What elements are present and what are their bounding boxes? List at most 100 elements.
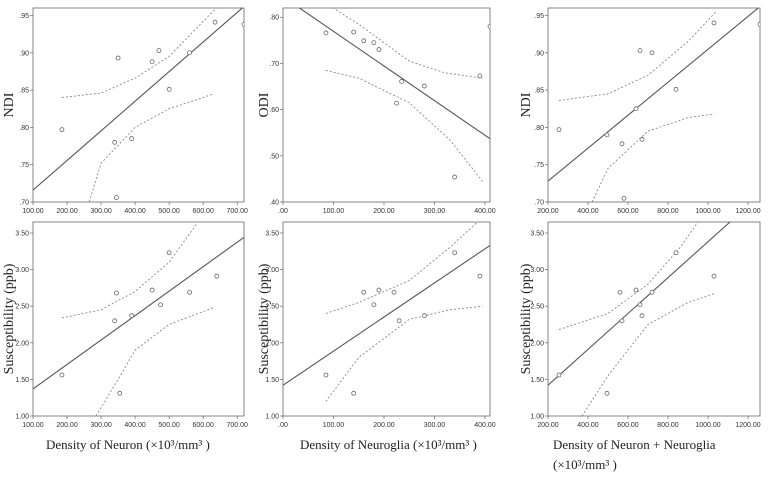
plot-frame	[282, 221, 491, 417]
data-point	[113, 195, 119, 200]
chart-panel-1: .70 .75 .80 .85 .90 .95 100.00 200.00 300.00 400.…	[2, 7, 248, 215]
y-tick-label: .60	[269, 107, 279, 114]
data-point	[158, 302, 164, 308]
data-point	[452, 174, 458, 180]
data-point	[59, 127, 65, 133]
y-tick-label: 2.00	[530, 340, 544, 347]
plot-area	[548, 8, 760, 202]
data-point	[633, 106, 639, 112]
y-tick-label: .85	[19, 88, 29, 95]
y-axis-label: ODI	[257, 92, 272, 117]
x-tick-label: 300.00	[90, 208, 112, 215]
x-tick-label: 300.00	[424, 208, 446, 215]
x-tick-label: 500.00	[158, 422, 180, 429]
ci-lower-curve	[581, 293, 715, 416]
x-tick-label: 200.00	[537, 422, 559, 429]
y-axis-label: NDI	[2, 92, 17, 117]
x-tick-label: 500.00	[158, 208, 180, 215]
x-tick-label: 200.00	[537, 208, 559, 215]
x-tick-label: 700.00	[226, 208, 248, 215]
x-tick-label: 1000.00	[695, 208, 720, 215]
plot-area	[298, 8, 490, 182]
chart-panel-5: 1.00 1.50 2.00 2.50 3.00 3.50 .00 100.00 200.00 3…	[257, 221, 496, 429]
data-point	[477, 273, 483, 279]
data-point	[396, 318, 402, 324]
regression-line	[298, 8, 490, 140]
data-point	[619, 141, 625, 147]
y-tick-label: 2.00	[265, 340, 279, 347]
plot-frame	[547, 7, 761, 203]
xlabel-neuroglia: Density of Neuroglia (×10³/mm³ )	[300, 437, 477, 452]
data-point	[129, 136, 135, 141]
data-point	[757, 22, 760, 27]
x-tick-label: .00	[278, 208, 288, 215]
x-tick-label: 200.00	[373, 208, 395, 215]
x-tick-label: 1200.00	[735, 422, 760, 429]
y-tick-label: 3.00	[265, 267, 279, 274]
x-tick-label: 100.00	[323, 422, 345, 429]
ci-upper-curve	[61, 8, 217, 98]
x-tick-label: 800.00	[657, 208, 679, 215]
data-point	[112, 318, 118, 324]
data-point	[639, 136, 645, 142]
plot-area	[33, 8, 244, 202]
data-point	[361, 289, 367, 295]
x-tick-label: 600.00	[192, 422, 214, 429]
x-tick-label: 400.00	[124, 422, 146, 429]
x-tick-label: 400.00	[474, 208, 496, 215]
chart-panel-6: 1.00 1.50 2.00 2.50 3.00 3.50 200.00 400.00 600.…	[519, 221, 761, 429]
y-tick-label: .40	[269, 200, 279, 207]
x-tick-label: 400.00	[474, 422, 496, 429]
y-axis-label: NDI	[519, 92, 534, 117]
data-point	[452, 250, 458, 256]
ci-lower-curve	[88, 93, 214, 202]
data-point	[323, 372, 329, 378]
data-point	[649, 50, 655, 56]
y-tick-label: .85	[534, 88, 544, 95]
chart-panel-3: .70 .75 .80 .85 .90 .95 200.00 400.00 600.00 800.…	[519, 7, 761, 215]
ci-lower-curve	[325, 69, 483, 182]
data-point	[604, 390, 610, 396]
data-point	[711, 273, 717, 279]
data-point	[351, 29, 357, 35]
data-point	[156, 48, 162, 53]
data-point	[241, 22, 244, 27]
y-tick-label: .90	[19, 50, 29, 57]
data-point	[621, 195, 627, 201]
y-tick-label: 3.00	[530, 267, 544, 274]
x-tick-label: 200.00	[373, 422, 395, 429]
y-tick-label: .80	[269, 15, 279, 22]
plot-area	[33, 223, 244, 416]
y-tick-label: 1.00	[530, 414, 544, 421]
x-tick-label: 600.00	[617, 422, 639, 429]
data-point	[673, 86, 679, 92]
regression-line	[548, 8, 760, 182]
x-tick-label: 300.00	[424, 422, 446, 429]
data-point	[637, 48, 643, 53]
y-tick-label: .70	[19, 200, 29, 207]
x-tick-label: 600.00	[617, 208, 639, 215]
ci-lower-curve	[591, 113, 715, 202]
regression-line	[33, 236, 244, 390]
data-point	[113, 290, 119, 296]
y-tick-label: 3.50	[530, 230, 544, 237]
x-tick-label: 100.00	[22, 422, 44, 429]
ci-lower-curve	[325, 305, 483, 402]
data-point	[129, 313, 135, 319]
data-point	[115, 55, 121, 61]
y-tick-label: 1.50	[530, 377, 544, 384]
data-point	[487, 24, 490, 29]
x-tick-label: 200.00	[56, 422, 78, 429]
x-tick-label: 100.00	[323, 208, 345, 215]
x-tick-label: 700.00	[226, 422, 248, 429]
x-tick-label: 1000.00	[695, 422, 720, 429]
x-tick-label: 400.00	[577, 208, 599, 215]
data-point	[649, 289, 655, 295]
y-tick-label: .75	[534, 162, 544, 169]
x-tick-label: .00	[278, 422, 288, 429]
data-point	[556, 372, 562, 378]
x-tick-label: 600.00	[192, 208, 214, 215]
data-point	[421, 313, 427, 319]
ci-upper-curve	[332, 8, 483, 79]
